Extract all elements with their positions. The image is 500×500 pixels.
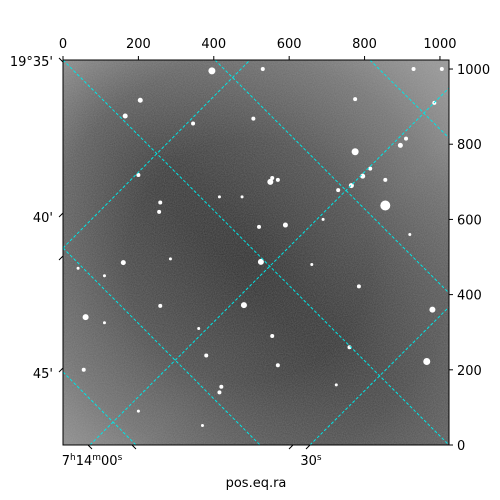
ra-tick [305, 444, 311, 450]
star [219, 384, 224, 389]
dec-grid-line [63, 60, 251, 249]
dec-grid-line [309, 306, 449, 445]
star [82, 314, 89, 321]
star [423, 358, 431, 366]
star [356, 284, 361, 289]
top-tick-label: 600 [277, 37, 302, 52]
star [351, 148, 359, 156]
star [168, 257, 172, 261]
star [321, 217, 325, 221]
star [76, 266, 80, 270]
star [208, 67, 216, 75]
dec-tick [58, 212, 64, 218]
star [282, 222, 288, 228]
star [158, 200, 163, 205]
ra-tick [131, 444, 137, 450]
right-tick-label: 800 [457, 138, 482, 153]
star [102, 274, 106, 278]
star [251, 116, 256, 121]
ra-grid-line [63, 60, 449, 445]
dec-tick-label: 45' [33, 367, 53, 382]
star [257, 258, 264, 265]
ra-grid-line [214, 60, 449, 294]
x-axis-title: pos.eq.ra [226, 476, 287, 491]
sky-image [63, 60, 449, 445]
top-tick-label: 200 [126, 37, 151, 52]
dec-tick-label: 40' [33, 211, 53, 226]
star [353, 97, 358, 102]
ra-tick [288, 444, 294, 450]
dec-tick [58, 255, 64, 261]
ra-tick-label-second: 30s [300, 453, 322, 469]
right-tick-label: 200 [457, 364, 482, 379]
star [380, 200, 391, 211]
star [397, 142, 403, 148]
star [157, 209, 162, 214]
star [439, 67, 444, 72]
star [368, 166, 373, 171]
top-pixel-axis: 0 200 400 600 800 1000 [59, 37, 457, 60]
star [240, 302, 247, 309]
star [257, 224, 262, 229]
ra-tick [87, 444, 93, 450]
ra-grid-line [63, 371, 137, 445]
star [334, 383, 338, 387]
coordinate-grid [63, 60, 449, 445]
star [191, 121, 196, 126]
ra-tick-label-first: 7h14m00s [62, 453, 123, 469]
star [275, 177, 280, 182]
star [429, 306, 436, 313]
top-tick-label: 400 [201, 37, 226, 52]
star [136, 409, 140, 413]
star [310, 263, 314, 267]
star [120, 260, 126, 266]
top-tick-label: 800 [352, 37, 377, 52]
star [408, 232, 412, 236]
top-tick-label: 1000 [423, 37, 456, 52]
star [217, 195, 221, 199]
star [204, 353, 209, 358]
star [217, 390, 222, 395]
right-tick-label: 1000 [457, 63, 490, 78]
star [122, 113, 128, 119]
dec-tick-label: 19°35' [10, 55, 53, 70]
ra-axis [87, 444, 311, 450]
star [383, 177, 388, 182]
dec-tick [58, 367, 64, 373]
star [158, 303, 163, 308]
ra-grid-line [63, 247, 261, 445]
star [404, 136, 409, 141]
plot-frame [62, 59, 450, 446]
star [270, 333, 275, 338]
right-tick-label: 0 [457, 439, 465, 454]
star [136, 173, 141, 178]
star [260, 67, 265, 72]
star [102, 321, 106, 325]
star [275, 363, 280, 368]
star [200, 423, 204, 427]
star [240, 195, 244, 199]
right-pixel-axis: 0 200 400 600 800 1000 [449, 63, 490, 454]
dec-tick [58, 57, 64, 63]
star [336, 188, 341, 193]
star [137, 97, 143, 103]
star [267, 178, 274, 185]
top-tick-label: 0 [59, 37, 67, 52]
ra-grid-line [369, 60, 449, 139]
right-tick-label: 400 [457, 289, 482, 304]
star [81, 367, 86, 372]
dec-axis [58, 57, 64, 373]
dec-grid-line [89, 87, 449, 445]
right-tick-label: 600 [457, 213, 482, 228]
star [411, 67, 416, 72]
star [197, 326, 201, 330]
